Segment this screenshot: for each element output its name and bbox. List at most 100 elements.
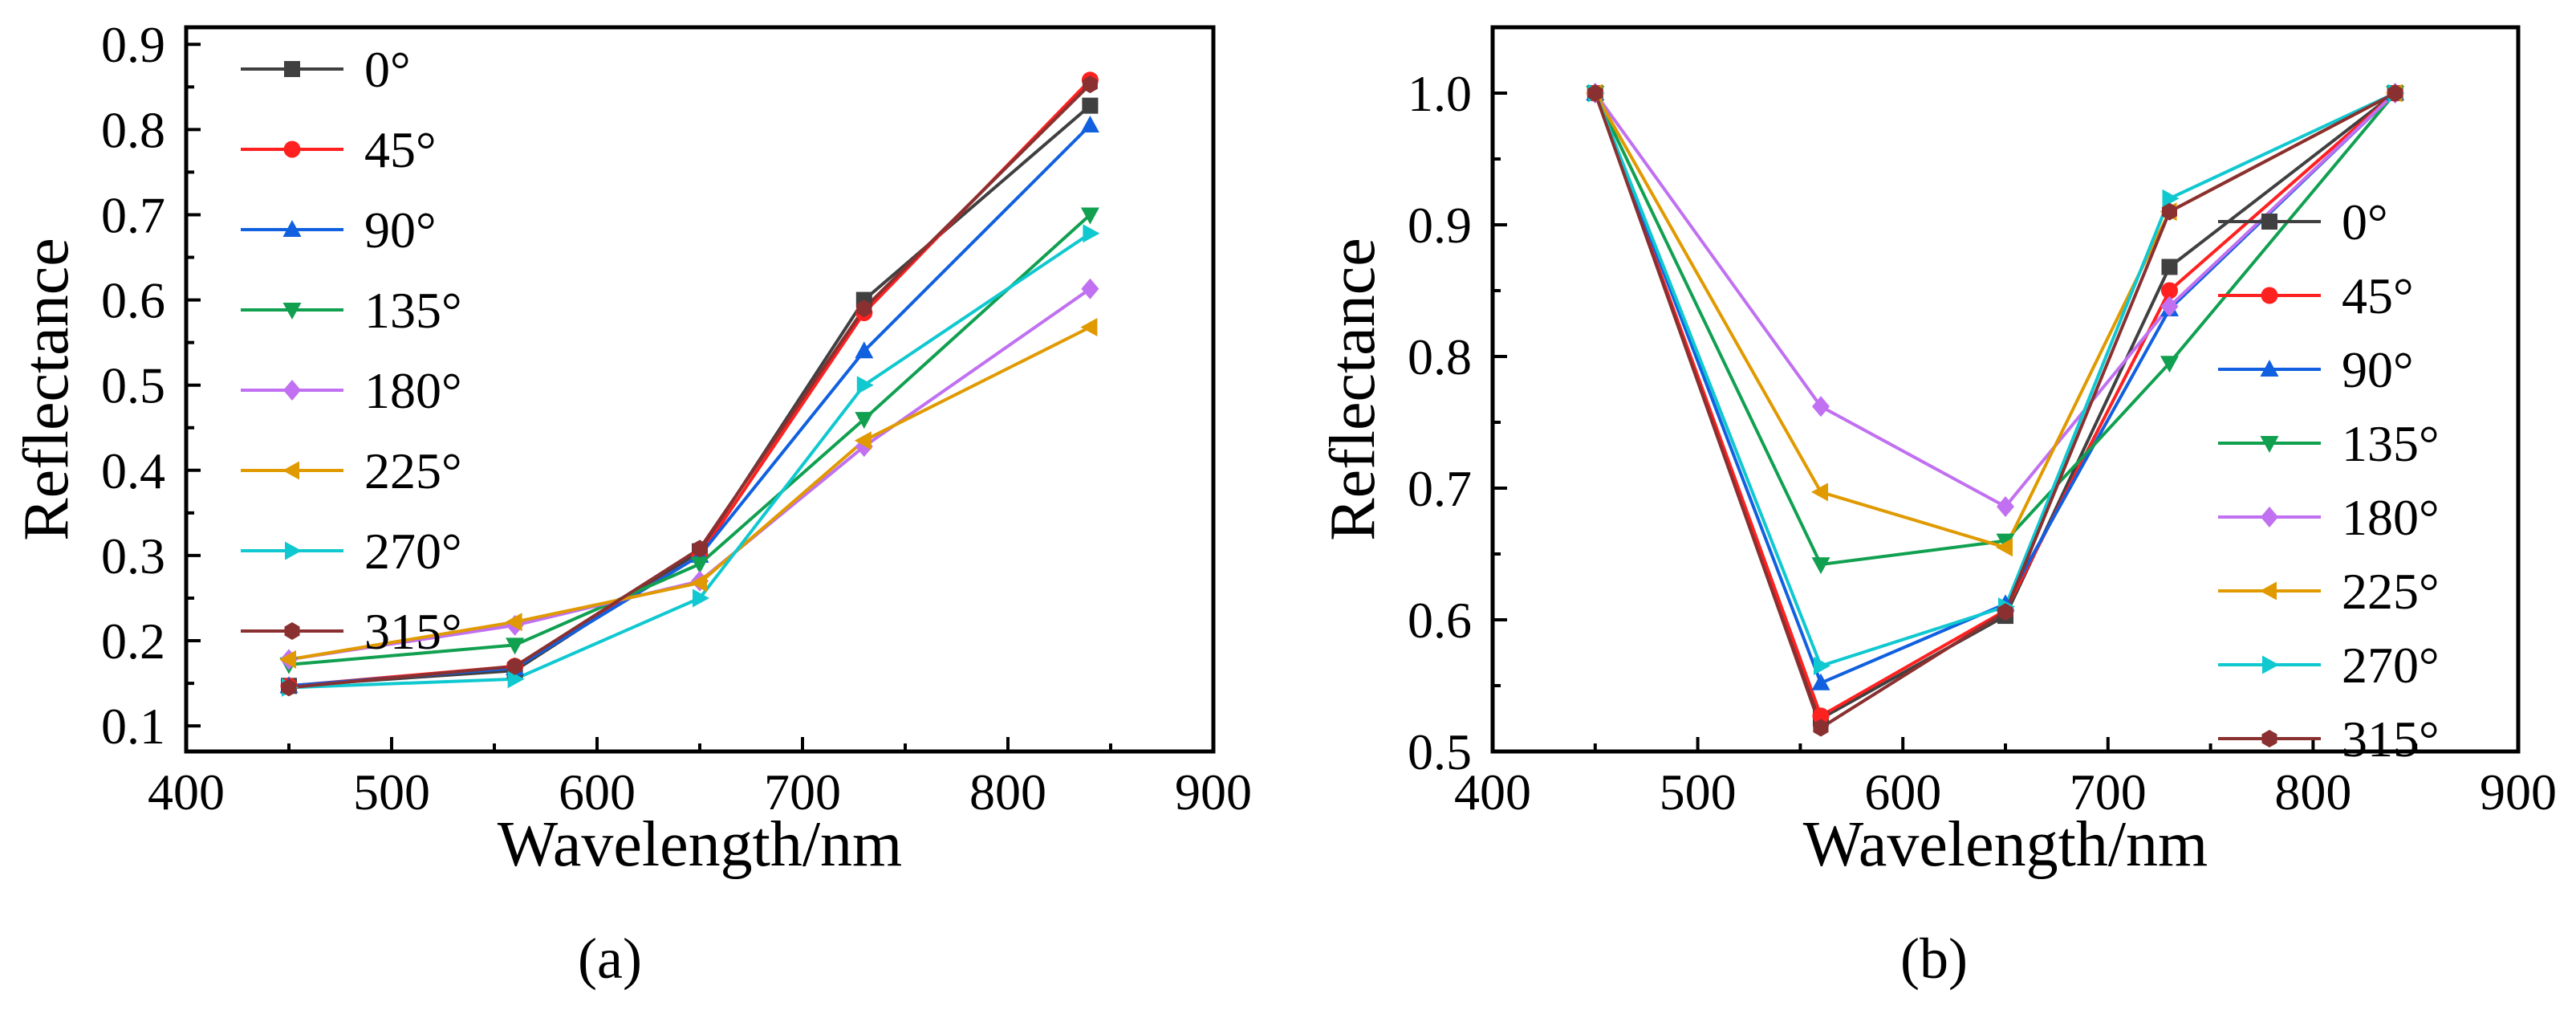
data-point [507,657,523,675]
data-point [1082,97,1099,114]
data-point [856,376,874,395]
x-axis-label: Wavelength/nm [1803,809,2208,880]
data-point [281,678,297,697]
legend-marker [2260,360,2279,377]
legend-marker [284,61,300,77]
legend-marker [2261,730,2277,747]
data-point [1812,396,1830,417]
data-point [693,588,709,608]
legend-marker [282,461,299,480]
y-tick-label: 0.4 [101,442,165,499]
y-tick-label: 0.5 [101,357,165,414]
legend-label: 0° [364,41,411,98]
y-tick-label: 0.6 [101,272,165,329]
y-tick-label: 0.8 [1408,328,1472,385]
legend-marker [282,220,302,237]
x-axis-label: Wavelength/nm [498,809,903,880]
x-tick-label: 800 [969,764,1046,821]
data-point [2160,295,2179,317]
data-point [2160,356,2179,373]
data-point [1080,318,1098,336]
legend-label: 135° [2342,415,2440,472]
legend-label: 180° [2342,489,2440,546]
x-tick-label: 600 [1864,764,1941,821]
data-point [2162,189,2180,208]
legend-marker [284,622,300,640]
legend-label: 90° [2342,341,2414,398]
x-tick-label: 600 [559,764,636,821]
x-tick-label: 700 [2070,764,2147,821]
panel-label: (b) [1900,927,1968,991]
legend-label: 45° [2342,267,2414,324]
series-line-6 [1593,92,2396,668]
legend-label: 270° [364,523,462,580]
legend-marker [2261,214,2277,230]
data-point [505,613,522,632]
x-tick-label: 500 [1660,764,1737,821]
legend-marker [282,303,302,320]
y-tick-label: 0.3 [101,527,165,584]
legend-label: 270° [2342,637,2440,694]
legend-marker [283,141,301,158]
data-point [1811,483,1828,502]
data-point [1811,673,1830,690]
data-point [690,556,709,574]
data-point [1814,656,1830,675]
data-point [1813,719,1829,737]
legend: 0° 45° 90° 135° 180° 225° 270° 315° [2218,193,2440,768]
x-tick-label: 400 [1454,764,1531,821]
data-point [1080,207,1099,225]
legend-label: 225° [2342,563,2440,620]
data-point [690,573,707,593]
legend-label: 45° [364,121,437,178]
data-point [1997,603,2013,621]
series-line-5 [1594,92,2396,549]
x-tick-label: 400 [148,764,225,821]
y-tick-label: 0.9 [101,16,165,73]
data-point [1083,224,1100,243]
panel-label: (a) [578,927,642,991]
x-tick-label: 500 [353,764,430,821]
legend-label: 0° [2342,193,2388,250]
x-tick-label: 700 [764,764,841,821]
x-tick-label: 800 [2274,764,2351,821]
data-point [2162,202,2177,221]
data-point [854,431,872,450]
data-point [1081,278,1099,299]
data-point [855,412,874,430]
data-point [1996,533,2015,551]
legend-marker [2260,581,2277,601]
legend-label: 225° [364,442,462,499]
legend-marker [2262,655,2279,674]
y-tick-label: 0.1 [101,698,165,755]
y-tick-label: 1.0 [1408,65,1472,122]
data-point [506,637,525,655]
y-tick-label: 0.2 [101,613,165,670]
data-point [1082,75,1098,94]
data-point [856,299,872,318]
data-point [1997,496,2014,517]
y-tick-label: 0.6 [1408,592,1472,649]
data-point [855,341,874,359]
y-tick-label: 0.8 [101,101,165,158]
data-point [507,670,525,689]
data-point [1080,116,1099,132]
data-point [2160,282,2178,299]
data-point [2387,84,2403,102]
legend-marker [2261,287,2278,304]
legend-marker [285,541,302,560]
legend-label: 315° [2342,711,2440,768]
y-axis-label: Reflectance [1318,238,1388,541]
data-point [1996,538,2013,557]
y-tick-label: 0.9 [1408,197,1472,254]
data-point [1812,707,1830,725]
legend: 0° 45° 90° 135° 180° 225° 270° 315° [241,41,462,660]
legend-label: 90° [364,202,437,259]
y-axis-label: Reflectance [11,238,82,541]
legend-marker [283,380,301,401]
data-point [1811,557,1830,575]
legend-label: 180° [364,362,462,419]
data-point [1587,84,1603,102]
data-point [692,540,708,558]
